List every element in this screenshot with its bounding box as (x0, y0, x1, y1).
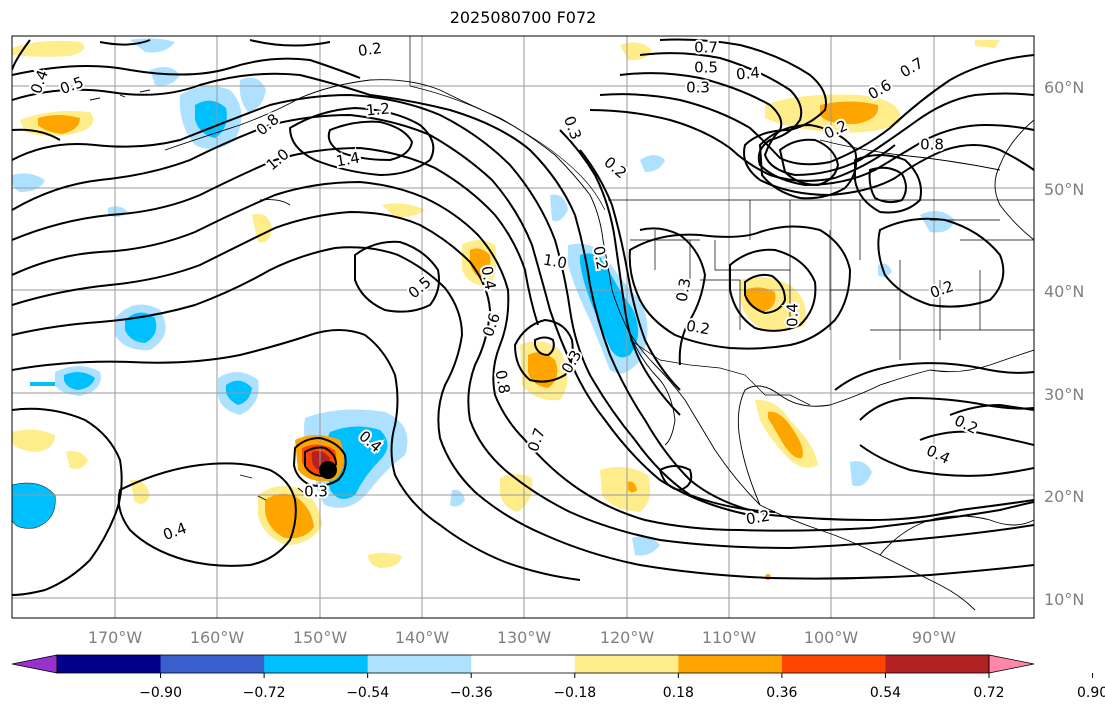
contour-label: 0.7 (694, 39, 718, 57)
map-frame (11, 35, 1035, 619)
lon-label: 90°W (912, 628, 956, 647)
lat-label: 50°N (1044, 180, 1084, 199)
lon-label: 120°W (600, 628, 655, 647)
colorbar-tick-label: −0.54 (346, 685, 389, 701)
map-title: 2025080700 F072 (449, 8, 597, 27)
lat-label: 10°N (1044, 590, 1084, 609)
colorbar-tick-label: 0.18 (663, 685, 694, 701)
colorbar-tick-label: −0.36 (450, 685, 493, 701)
longitude-labels: 170°W 160°W 150°W 140°W 130°W 120°W 110°… (88, 628, 956, 647)
lat-label: 30°N (1044, 385, 1084, 404)
storm-center-marker (319, 461, 337, 479)
colorbar-tick-label: 0.54 (870, 685, 901, 701)
colorbar-segment (367, 655, 472, 673)
lon-label: 140°W (395, 628, 450, 647)
lat-label: 60°N (1044, 78, 1084, 97)
colorbar-segment (885, 655, 990, 673)
contour-label: 0.3 (304, 483, 328, 501)
colorbar-segment (678, 655, 783, 673)
contour-label: 0.4 (735, 63, 760, 83)
lat-label: 40°N (1044, 282, 1084, 301)
lat-label: 20°N (1044, 487, 1084, 506)
contours (12, 38, 1034, 596)
colorbar-segment (471, 655, 576, 673)
colorbar-segment (160, 655, 265, 673)
colorbar-extend-min (12, 655, 57, 673)
lon-label: 100°W (804, 628, 859, 647)
latitude-labels: 60°N 50°N 40°N 30°N 20°N 10°N (1044, 78, 1084, 609)
contour-label: 0.5 (694, 59, 718, 77)
contour-label: 1.2 (365, 99, 390, 119)
colorbar-tick-label: −0.90 (139, 685, 182, 701)
lon-label: 150°W (293, 628, 348, 647)
colorbar-segment (781, 655, 886, 673)
contour-label: 0.8 (920, 136, 944, 154)
contour-label: 0.3 (686, 79, 710, 97)
colorbar-tick-label: −0.72 (243, 685, 286, 701)
colorbar: −0.90 −0.72 −0.54 −0.36 −0.18 0.18 0.36 0.54 0.7… (11, 654, 1105, 701)
colorbar-segment (264, 655, 369, 673)
lon-label: 170°W (88, 628, 143, 647)
colorbar-tick-label: 0.36 (766, 685, 797, 701)
contour-label: 0.2 (357, 39, 383, 60)
map-area (12, 36, 1034, 618)
colorbar-segment (57, 655, 162, 673)
colorbar-tick-label: −0.18 (553, 685, 596, 701)
lon-label: 130°W (497, 628, 552, 647)
colorbar-tick-label: 0.90 (1077, 685, 1105, 701)
colorbar-extend-max (989, 655, 1034, 673)
lon-label: 160°W (190, 628, 245, 647)
colorbar-segment (574, 655, 679, 673)
contour-label: 0.4 (784, 303, 802, 327)
colorbar-tick-label: 0.72 (973, 685, 1004, 701)
lon-label: 110°W (702, 628, 757, 647)
shaded-fields (12, 38, 1000, 580)
